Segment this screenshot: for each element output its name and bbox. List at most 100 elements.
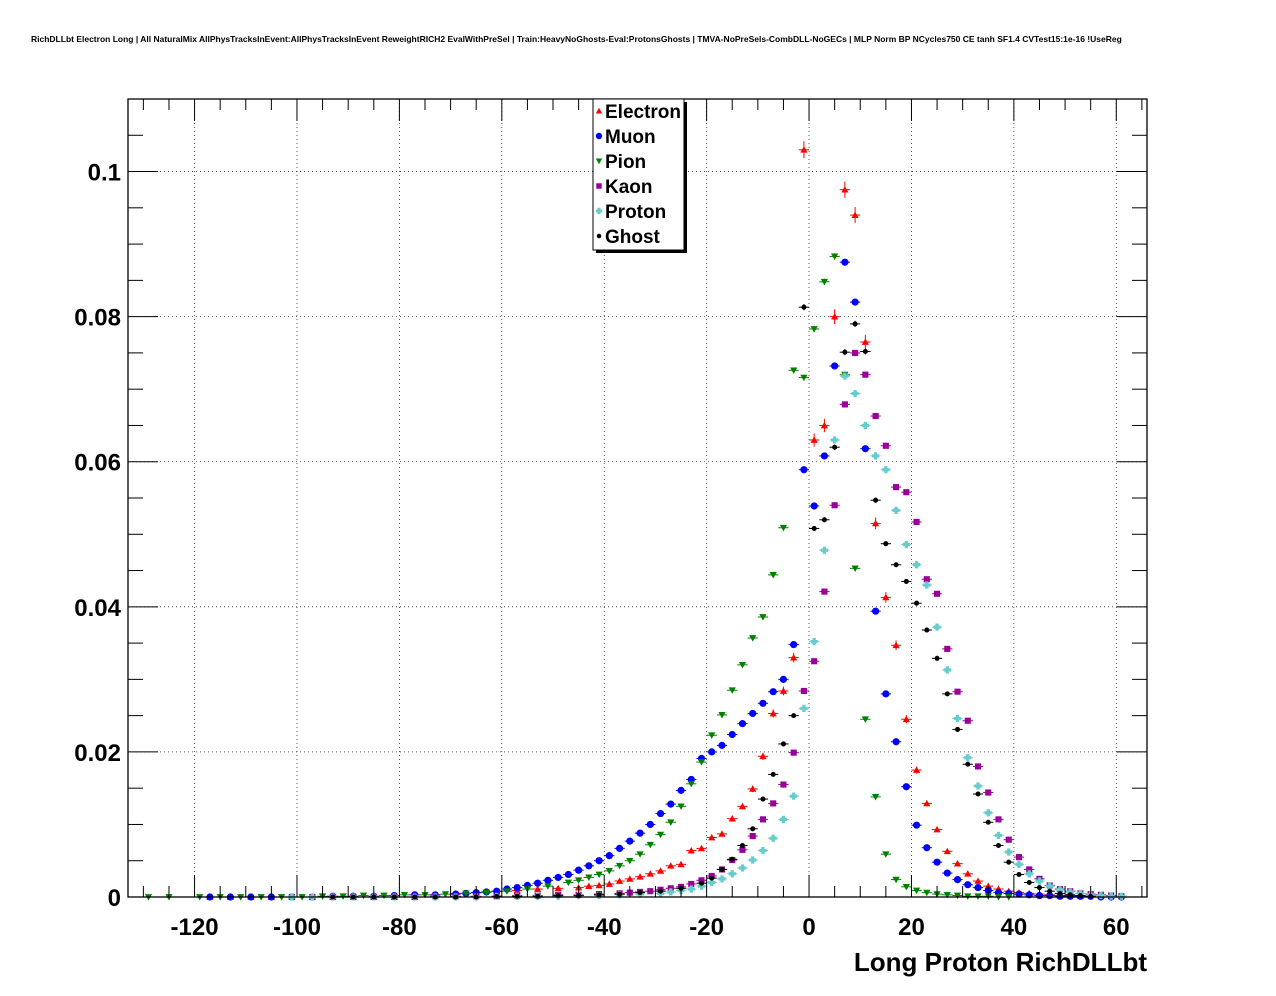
ghost-point xyxy=(706,875,717,881)
proton-point xyxy=(993,831,1004,839)
proton-point xyxy=(716,875,728,883)
muon-point xyxy=(962,881,973,889)
pion-point xyxy=(399,891,410,899)
muon-point xyxy=(747,709,758,718)
pion-point xyxy=(757,614,769,621)
ghost-point xyxy=(634,890,646,896)
x-tick-label: 40 xyxy=(1001,914,1028,941)
pion-point xyxy=(634,851,646,858)
muon-point xyxy=(880,690,891,698)
series-ghost xyxy=(327,304,1096,900)
pion-point xyxy=(911,887,922,895)
ghost-point xyxy=(727,856,738,862)
muon-point xyxy=(512,883,523,892)
ghost-point xyxy=(788,713,799,719)
proton-point xyxy=(768,834,779,842)
data-points xyxy=(143,141,1127,901)
ghost-point xyxy=(491,893,502,899)
chart-title: RichDLLbt Electron Long | All NaturalMix… xyxy=(31,34,1122,44)
ghost-point xyxy=(921,627,932,633)
electron-point xyxy=(624,875,635,882)
ghost-point xyxy=(1044,888,1055,894)
muon-point xyxy=(809,502,820,510)
proton-point xyxy=(727,870,738,878)
kaon-point xyxy=(645,888,656,895)
pion-point xyxy=(573,877,584,884)
proton-point xyxy=(921,581,932,589)
muon-point xyxy=(706,748,717,756)
proton-point xyxy=(952,714,963,723)
legend-marker xyxy=(595,207,603,215)
proton-point xyxy=(1106,892,1117,900)
kaon-point xyxy=(911,518,922,525)
muon-point xyxy=(716,741,728,749)
legend: Electron Muon Pion Kaon Proton Ghost xyxy=(592,98,687,253)
x-tick-label: -100 xyxy=(273,914,321,941)
proton-point xyxy=(1034,877,1045,885)
pion-point xyxy=(921,889,932,897)
kaon-point xyxy=(880,442,891,449)
muon-point xyxy=(901,783,912,791)
electron-point xyxy=(819,418,830,433)
electron-point xyxy=(634,873,646,880)
electron-point xyxy=(686,846,697,854)
series-electron xyxy=(204,141,1086,900)
kaon-point xyxy=(901,489,912,496)
electron-point xyxy=(655,867,666,874)
legend-label: Ghost xyxy=(605,227,661,248)
muon-point xyxy=(768,688,779,696)
legend-item-kaon: Kaon xyxy=(596,177,653,198)
proton-point xyxy=(1044,882,1055,890)
legend-item-pion: Pion xyxy=(595,152,646,173)
muon-point xyxy=(788,640,799,649)
proton-point xyxy=(860,421,871,430)
legend-item-muon: Muon xyxy=(595,127,656,148)
proton-point xyxy=(911,561,922,569)
electron-point xyxy=(860,334,871,350)
kaon-point xyxy=(931,590,943,597)
ghost-point xyxy=(850,320,861,327)
kaon-point xyxy=(819,588,830,595)
proton-point xyxy=(1065,888,1076,896)
kaon-point xyxy=(993,816,1004,823)
legend-marker xyxy=(595,107,603,114)
muon-point xyxy=(532,879,543,887)
pion-point xyxy=(880,851,891,858)
y-tick-label: 0.08 xyxy=(74,305,121,332)
legend-label: Muon xyxy=(605,127,656,148)
pion-point xyxy=(696,759,707,766)
legend-marker xyxy=(596,183,602,189)
electron-point xyxy=(788,652,799,663)
proton-point xyxy=(737,864,748,872)
kaon-point xyxy=(798,687,810,695)
ghost-point xyxy=(655,888,666,894)
grid xyxy=(128,99,1147,898)
ghost-point xyxy=(870,497,881,503)
electron-point xyxy=(553,884,564,892)
proton-point xyxy=(983,809,994,817)
pion-point xyxy=(593,871,605,879)
pion-point xyxy=(440,891,451,898)
kaon-point xyxy=(757,816,769,823)
muon-point xyxy=(675,786,687,794)
kaon-point xyxy=(829,502,840,509)
ghost-point xyxy=(512,893,523,899)
muon-point xyxy=(573,866,584,874)
ghost-point xyxy=(809,525,820,531)
electron-point xyxy=(829,309,840,325)
ghost-point xyxy=(1054,890,1066,896)
kaon-point xyxy=(850,349,861,356)
muon-point xyxy=(921,844,932,852)
kaon-point xyxy=(1013,854,1025,861)
x-tick-label: 0 xyxy=(802,914,815,941)
kaon-point xyxy=(890,484,902,491)
pion-point xyxy=(901,883,912,891)
ghost-point xyxy=(696,880,707,886)
electron-point xyxy=(747,785,758,793)
proton-point xyxy=(942,666,953,674)
muon-point xyxy=(1013,890,1025,898)
kaon-point xyxy=(737,846,748,853)
proton-point xyxy=(880,466,891,474)
ghost-point xyxy=(747,826,758,832)
muon-point xyxy=(839,258,851,266)
